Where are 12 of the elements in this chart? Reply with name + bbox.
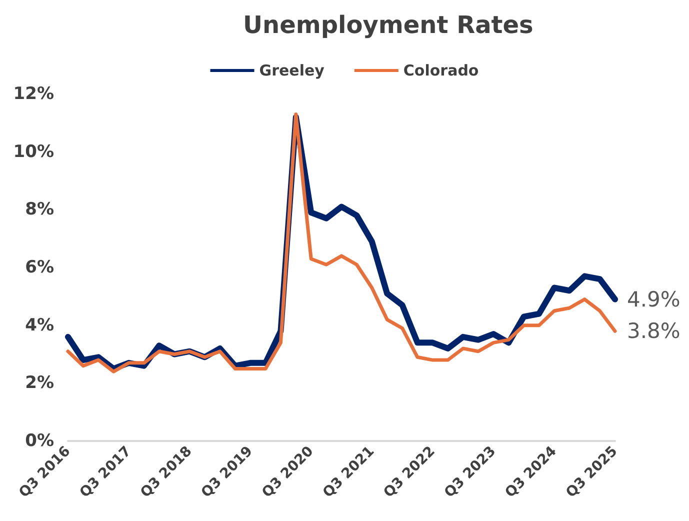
legend-label: Colorado [403,62,479,80]
y-tick-label: 4% [25,315,54,336]
y-tick-label: 2% [25,373,54,394]
legend-label: Greeley [259,62,325,80]
y-tick-label: 10% [13,142,54,162]
data-label: 4.9% [627,287,680,312]
y-tick-label: 6% [25,258,54,278]
data-label: 3.8% [627,319,680,344]
y-tick-label: 0% [25,431,54,451]
y-tick-label: 12% [13,84,54,104]
y-tick-label: 8% [25,200,54,220]
chart-title: Unemployment Rates [243,11,534,39]
